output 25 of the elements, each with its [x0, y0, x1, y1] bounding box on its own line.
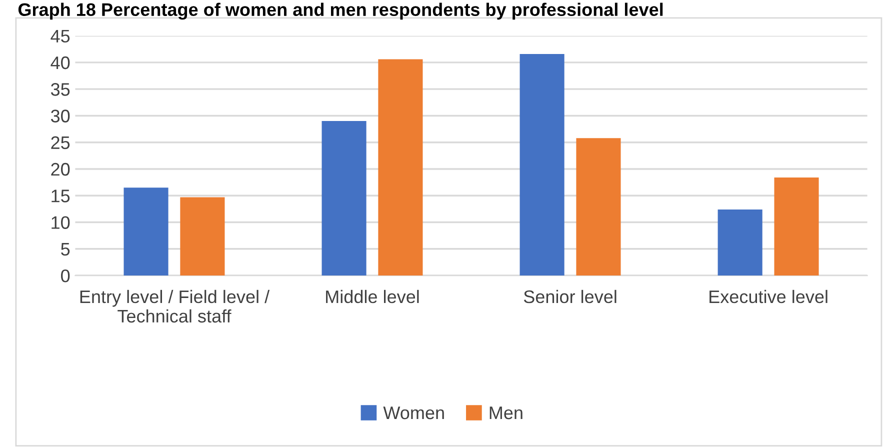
y-tick-label: 15 [52, 190, 70, 202]
y-tick-label: 5 [61, 243, 70, 256]
x-tick-label: Executive level [710, 290, 828, 304]
chart-title: Graph 18 Percentage of women and men respondents by professional level [18, 2, 663, 20]
x-tick-label: Entry level / Field level / Technical staff [80, 290, 270, 323]
bar [180, 197, 225, 276]
x-tick-label: Senior level [524, 290, 616, 304]
y-tick-label: 20 [51, 162, 70, 176]
y-tick-label: 40 [50, 56, 70, 70]
y-tick-label: 25 [51, 136, 70, 150]
y-tick-label: 30 [50, 110, 70, 122]
y-tick-label: 0 [61, 269, 70, 282]
bar [774, 178, 819, 276]
y-tick-label: 35 [50, 83, 70, 96]
y-tick-label: 10 [52, 216, 70, 229]
legend-label: Men [490, 406, 522, 420]
x-tick-label: Middle level [326, 290, 419, 304]
bar [520, 54, 564, 276]
bar [576, 138, 621, 276]
bar [378, 59, 423, 276]
y-tick-label: 45 [50, 30, 70, 43]
bar [322, 121, 366, 276]
bar [718, 209, 762, 276]
bar [124, 188, 168, 276]
legend-label: Women [383, 406, 444, 420]
